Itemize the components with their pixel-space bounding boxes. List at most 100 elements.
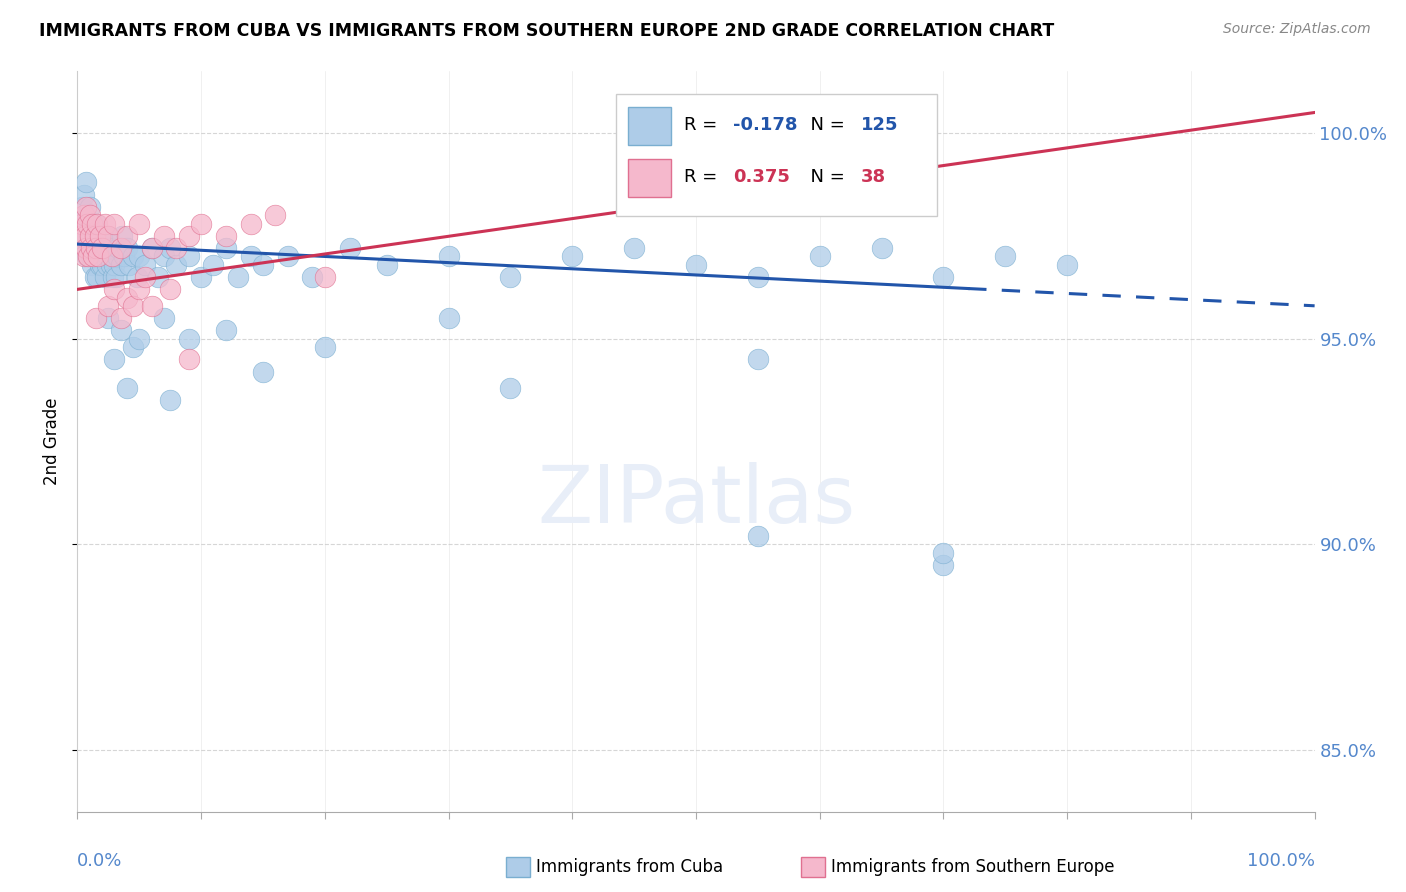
Point	[90, 228, 112, 243]
Point	[215, 241, 238, 255]
Point	[1056, 258, 1078, 272]
Point	[72, 249, 94, 263]
Point	[82, 217, 104, 231]
FancyBboxPatch shape	[628, 159, 671, 197]
Point	[89, 258, 111, 272]
Point	[128, 332, 150, 346]
Point	[97, 228, 120, 243]
Text: R =: R =	[683, 169, 723, 186]
Point	[252, 365, 274, 379]
Point	[747, 352, 769, 367]
Point	[153, 249, 176, 263]
Point	[97, 228, 120, 243]
Point	[437, 249, 460, 263]
Text: Immigrants from Southern Europe: Immigrants from Southern Europe	[831, 858, 1115, 876]
Point	[561, 249, 583, 263]
Point	[82, 249, 104, 263]
Point	[499, 270, 522, 285]
Point	[76, 228, 98, 243]
Point	[141, 299, 163, 313]
Point	[84, 241, 107, 255]
Point	[83, 270, 105, 285]
Point	[314, 340, 336, 354]
Point	[252, 258, 274, 272]
Point	[239, 249, 262, 263]
Point	[122, 299, 145, 313]
Point	[104, 270, 127, 285]
Point	[80, 249, 103, 263]
Point	[93, 270, 115, 285]
Point	[110, 258, 132, 272]
Point	[103, 352, 125, 367]
Point	[239, 217, 262, 231]
Point	[153, 228, 176, 243]
Point	[437, 311, 460, 326]
Text: 38: 38	[860, 169, 886, 186]
Point	[72, 187, 94, 202]
Point	[82, 241, 104, 255]
Point	[83, 228, 105, 243]
Point	[226, 270, 249, 285]
Point	[86, 270, 108, 285]
Point	[122, 340, 145, 354]
Point	[91, 241, 114, 255]
Point	[301, 270, 323, 285]
Point	[86, 237, 108, 252]
Point	[122, 249, 145, 263]
Point	[153, 311, 176, 326]
Point	[93, 249, 115, 263]
Point	[115, 228, 138, 243]
Text: R =: R =	[683, 117, 723, 135]
Point	[82, 217, 104, 231]
Point	[82, 258, 104, 272]
Point	[83, 241, 105, 255]
Point	[79, 208, 101, 222]
Point	[105, 249, 128, 263]
Point	[75, 241, 97, 255]
Point	[115, 241, 138, 255]
Point	[77, 249, 100, 263]
Text: IMMIGRANTS FROM CUBA VS IMMIGRANTS FROM SOUTHERN EUROPE 2ND GRADE CORRELATION CH: IMMIGRANTS FROM CUBA VS IMMIGRANTS FROM …	[39, 22, 1054, 40]
Point	[118, 258, 141, 272]
Point	[84, 311, 107, 326]
Point	[264, 208, 287, 222]
Point	[80, 228, 103, 243]
Point	[165, 258, 187, 272]
Text: -0.178: -0.178	[733, 117, 797, 135]
Point	[277, 249, 299, 263]
Point	[79, 228, 101, 243]
Point	[89, 241, 111, 255]
Point	[177, 332, 200, 346]
Point	[110, 323, 132, 337]
Point	[70, 228, 93, 243]
Point	[128, 282, 150, 296]
Point	[190, 217, 212, 231]
Point	[110, 241, 132, 255]
Point	[623, 241, 645, 255]
Point	[128, 217, 150, 231]
Point	[73, 228, 96, 243]
Point	[808, 249, 831, 263]
Point	[134, 270, 156, 285]
Point	[73, 241, 96, 255]
Point	[72, 217, 94, 231]
Point	[215, 228, 238, 243]
Text: N =: N =	[799, 117, 851, 135]
Point	[91, 241, 114, 255]
Point	[97, 299, 120, 313]
Point	[112, 249, 135, 263]
Point	[994, 249, 1017, 263]
Point	[141, 241, 163, 255]
Text: N =: N =	[799, 169, 851, 186]
Point	[177, 249, 200, 263]
Text: Source: ZipAtlas.com: Source: ZipAtlas.com	[1223, 22, 1371, 37]
Point	[97, 311, 120, 326]
Point	[91, 258, 114, 272]
FancyBboxPatch shape	[628, 107, 671, 145]
FancyBboxPatch shape	[616, 94, 938, 216]
Point	[134, 258, 156, 272]
Point	[141, 241, 163, 255]
Point	[72, 208, 94, 222]
Point	[115, 291, 138, 305]
Point	[499, 381, 522, 395]
